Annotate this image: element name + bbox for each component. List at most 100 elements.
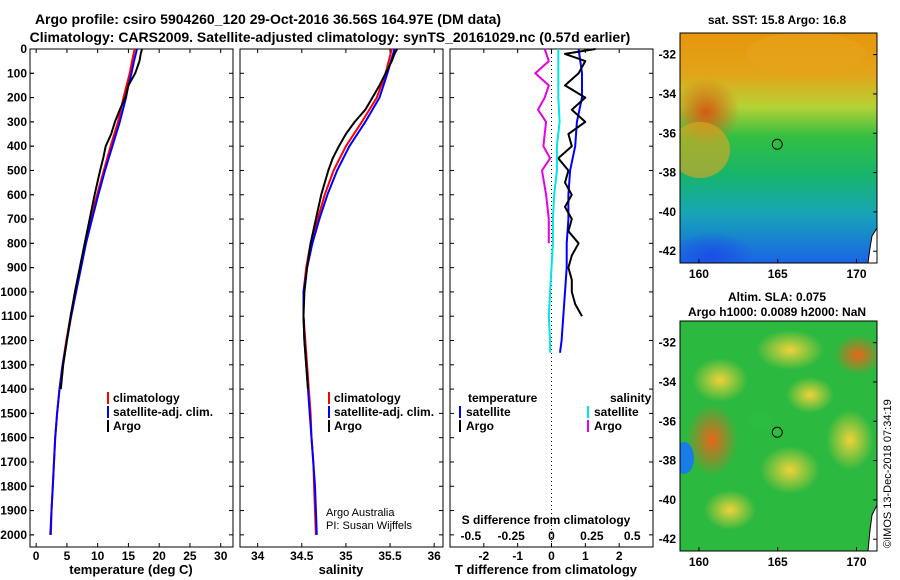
legend-label-argo: Argo xyxy=(334,419,362,433)
series-line-argo xyxy=(302,48,398,390)
depth-tick-label: 1300 xyxy=(0,358,27,372)
depth-tick-label: 200 xyxy=(7,91,27,105)
temperature-panel: 0 5 10 15 20 25 30 xyxy=(30,48,233,563)
x-tick-label: 34 xyxy=(251,549,265,563)
salinity-legend: climatology satellite-adj. clim. Argo xyxy=(328,391,434,433)
x-tick-label: 36 xyxy=(427,549,441,563)
map-y-tick-label: -38 xyxy=(659,166,677,180)
sla-blob xyxy=(692,358,748,402)
figure-title-line1: Argo profile: csiro 5904260_120 29-Oct-2… xyxy=(35,11,501,27)
imos-watermark: ©IMOS 13-Dec-2018 07:34:19 xyxy=(882,399,894,548)
temperature-xlabel: temperature (deg C) xyxy=(69,562,193,577)
salinity-panel-frame xyxy=(239,48,444,548)
map-y-tick-label: -36 xyxy=(659,414,677,428)
depth-tick-label: 500 xyxy=(7,163,27,177)
difference-legend: temperature salinity satellite Argo sate… xyxy=(459,391,652,433)
map-y-tick-label: -32 xyxy=(659,48,677,62)
depth-tick-label: 1200 xyxy=(0,334,27,348)
map-x-tick-label: 170 xyxy=(846,267,866,281)
sla-map-title-line1: Altim. SLA: 0.075 xyxy=(728,290,826,304)
depth-tick-label: 300 xyxy=(7,115,27,129)
s-tick-label: -0.25 xyxy=(497,529,525,543)
series-line-argo xyxy=(557,48,596,317)
s-tick-label: 0.25 xyxy=(580,529,604,543)
sla-map-title-line2: Argo h1000: 0.0089 h2000: NaN xyxy=(688,305,866,319)
depth-tick-label: 0 xyxy=(20,42,27,56)
depth-tick-label: 1100 xyxy=(1,309,27,323)
sla-blob xyxy=(680,442,694,474)
legend-label-argo: Argo xyxy=(113,419,141,433)
sst-argo-position-marker xyxy=(771,138,783,150)
x-tick-label: 25 xyxy=(183,549,197,563)
x-tick-label: 5 xyxy=(64,549,71,563)
series-line-satellite xyxy=(547,49,561,353)
depth-tick-label: 900 xyxy=(7,261,27,275)
x-tick-label: 30 xyxy=(214,549,228,563)
sst-cold-patch xyxy=(680,232,754,263)
sst-map-axes: 160 165 170 -32 -34 -36 -38 -40 -42 xyxy=(659,48,877,281)
map-x-tick-label: 160 xyxy=(689,267,709,281)
sla-argo-position-marker xyxy=(771,426,783,438)
sla-blob xyxy=(704,490,756,530)
map-y-tick-label: -40 xyxy=(659,205,677,219)
series-line-argo xyxy=(534,48,552,244)
map-y-tick-label: -32 xyxy=(659,336,677,350)
depth-tick-label: 2000 xyxy=(0,528,27,542)
legend-label-s-satellite: satellite xyxy=(594,405,639,419)
x-tick-label: 0 xyxy=(33,549,40,563)
temperature-panel-frame xyxy=(29,48,234,548)
temperature-legend: climatology satellite-adj. clim. Argo xyxy=(107,391,213,433)
legend-label-s-argo: Argo xyxy=(594,419,622,433)
legend-label-climatology: climatology xyxy=(334,391,401,405)
depth-tick-label: 1700 xyxy=(0,455,27,469)
x-tick-label: 34.5 xyxy=(290,549,314,563)
depth-tick-label: 400 xyxy=(7,139,27,153)
map-y-tick-label: -34 xyxy=(659,375,677,389)
depth-tick-label: 1500 xyxy=(0,406,27,420)
depth-tick-label: 1000 xyxy=(0,285,27,299)
series-line-climatology xyxy=(302,48,393,535)
map-x-tick-label: 165 xyxy=(768,555,788,569)
difference-xlabel: T difference from climatology xyxy=(455,562,638,577)
s-tick-label: 0.5 xyxy=(624,529,641,543)
salinity-panel: 34 34.5 35 35.5 36 xyxy=(240,48,443,563)
map-y-tick-label: -34 xyxy=(659,87,677,101)
map-x-tick-label: 165 xyxy=(768,267,788,281)
difference-panel: -2 -1 0 1 2 -0.5 -0.25 0 0.25 0.5 xyxy=(450,48,653,563)
sst-map-frame xyxy=(679,32,878,264)
sst-coastline xyxy=(867,227,877,263)
x-tick-label: 0 xyxy=(548,549,555,563)
depth-tick-label: 1800 xyxy=(0,479,27,493)
map-x-tick-label: 160 xyxy=(689,555,709,569)
map-y-tick-label: -42 xyxy=(659,244,677,258)
sst-map-title: sat. SST: 15.8 Argo: 16.8 xyxy=(708,13,847,27)
map-y-tick-label: -36 xyxy=(659,126,677,140)
s-tick-label: 0 xyxy=(548,529,555,543)
salinity-xlabel: salinity xyxy=(319,562,365,577)
x-tick-label: -1 xyxy=(512,549,523,563)
s-tick-label: -0.5 xyxy=(460,529,481,543)
legend-label-t-argo: Argo xyxy=(466,419,494,433)
sla-blob xyxy=(834,335,877,375)
depth-tick-label: 700 xyxy=(7,212,27,226)
depth-tick-label: 1400 xyxy=(0,382,27,396)
depth-axis: 0 100 200 300 400 500 600 700 800 900 1000 1100 1200… xyxy=(0,42,34,542)
legend-label-satellite: satellite-adj. clim. xyxy=(113,405,213,419)
depth-tick-label: 100 xyxy=(7,66,27,80)
map-y-tick-label: -40 xyxy=(659,493,677,507)
map-y-tick-label: -38 xyxy=(659,454,677,468)
sla-blob xyxy=(686,404,738,476)
legend-label-climatology: climatology xyxy=(113,391,180,405)
sla-blob xyxy=(744,406,776,434)
x-tick-label: 20 xyxy=(153,549,167,563)
series-line-satellite-adj-clim- xyxy=(49,48,138,535)
legend-header-temperature: temperature xyxy=(468,391,538,405)
annotation-line2: PI: Susan Wijffels xyxy=(326,520,412,532)
sla-blob xyxy=(826,410,874,470)
sst-warm-tongue xyxy=(680,122,730,178)
series-line-climatology xyxy=(49,48,136,535)
annotation-line1: Argo Australia xyxy=(326,507,395,519)
sla-blob xyxy=(760,446,820,494)
x-tick-label: 15 xyxy=(122,549,136,563)
